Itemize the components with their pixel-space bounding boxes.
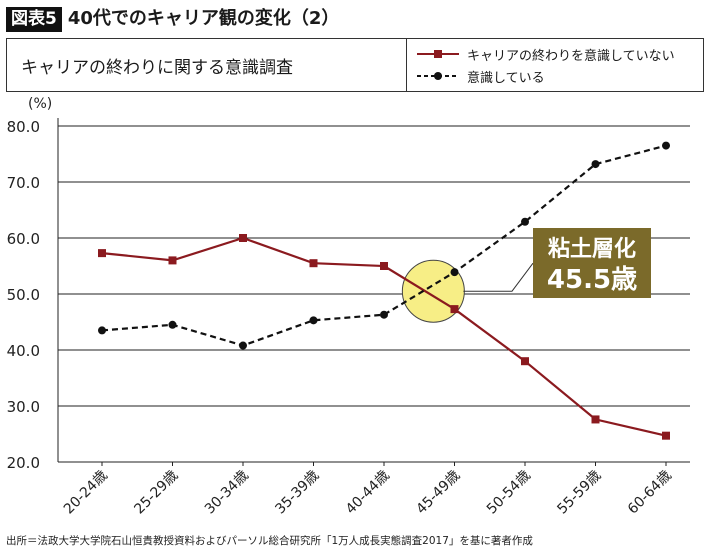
x-tick-label: 30-34歳 — [202, 468, 252, 518]
callout-connector — [463, 262, 534, 292]
y-tick-label: 40.0 — [7, 342, 40, 360]
y-tick-label: 60.0 — [7, 230, 40, 248]
y-tick-label: 70.0 — [7, 174, 40, 192]
data-point-not-conscious — [309, 259, 318, 268]
chart-header-box: キャリアの終わりに関する意識調査 キャリアの終わりを意識していない 意識している — [6, 38, 704, 92]
data-point-conscious — [450, 268, 459, 277]
callout-box — [533, 228, 651, 298]
data-point-not-conscious — [450, 305, 459, 314]
data-point-conscious — [168, 320, 177, 329]
x-tick-label: 55-59歳 — [554, 468, 604, 518]
figure-badge: 図表5 — [6, 6, 62, 32]
chart-caption-text: キャリアの終わりに関する意識調査 — [21, 57, 293, 78]
data-point-conscious — [662, 141, 670, 150]
data-point-not-conscious — [521, 357, 529, 366]
legend-item-not-conscious: キャリアの終わりを意識していない — [415, 43, 700, 65]
data-point-not-conscious — [662, 431, 670, 440]
callout-label-1: 粘土層化 — [548, 236, 636, 262]
data-point-conscious — [309, 316, 318, 325]
chart-caption: キャリアの終わりに関する意識調査 — [7, 39, 407, 91]
legend-item-conscious: 意識している — [415, 65, 700, 87]
y-axis-unit-label: (%) — [28, 96, 52, 112]
callout-label-2: 45.5歳 — [547, 265, 637, 295]
x-tick-label: 60-64歳 — [625, 468, 675, 518]
data-point-conscious — [380, 310, 388, 319]
legend-swatch-red — [417, 50, 459, 58]
x-tick-label: 45-49歳 — [413, 468, 463, 518]
y-tick-label: 80.0 — [7, 118, 40, 136]
data-point-conscious — [239, 341, 247, 350]
y-tick-label: 20.0 — [7, 454, 40, 472]
line-chart: 20.0 30.0 40.0 50.0 60.0 70.0 80.0 (%) 20-24歳 25-… — [7, 96, 690, 518]
data-point-not-conscious — [380, 262, 388, 270]
x-tick-label: 35-39歳 — [272, 468, 322, 518]
legend-label-conscious: 意識している — [467, 70, 545, 86]
legend-swatch-black — [417, 72, 459, 80]
x-tick-label: 40-44歳 — [343, 468, 393, 518]
data-point-not-conscious — [591, 415, 600, 424]
figure-title-row: 図表5 40代でのキャリア観の変化（2） — [6, 6, 339, 32]
legend-label-not-conscious: キャリアの終わりを意識していない — [467, 48, 675, 64]
data-point-conscious — [591, 160, 600, 169]
y-tick-label: 30.0 — [7, 398, 40, 416]
data-point-not-conscious — [98, 249, 106, 258]
data-point-conscious — [521, 217, 529, 226]
series-line-conscious — [101, 144, 667, 347]
y-tick-label: 50.0 — [7, 286, 40, 304]
footnote: 出所＝法政大学大学院石山恒貴教授資料およびパーソル総合研究所「1万人成長実態調査… — [6, 535, 533, 547]
x-tick-label: 50-54歳 — [484, 468, 534, 518]
x-tick-label: 25-29歳 — [131, 468, 181, 518]
data-point-not-conscious — [239, 234, 247, 242]
figure-title: 40代でのキャリア観の変化（2） — [67, 8, 340, 29]
legend: キャリアの終わりを意識していない 意識している — [415, 43, 700, 87]
data-point-conscious — [98, 326, 106, 335]
x-tick-label: 20-24歳 — [61, 468, 111, 518]
data-point-not-conscious — [168, 256, 177, 265]
